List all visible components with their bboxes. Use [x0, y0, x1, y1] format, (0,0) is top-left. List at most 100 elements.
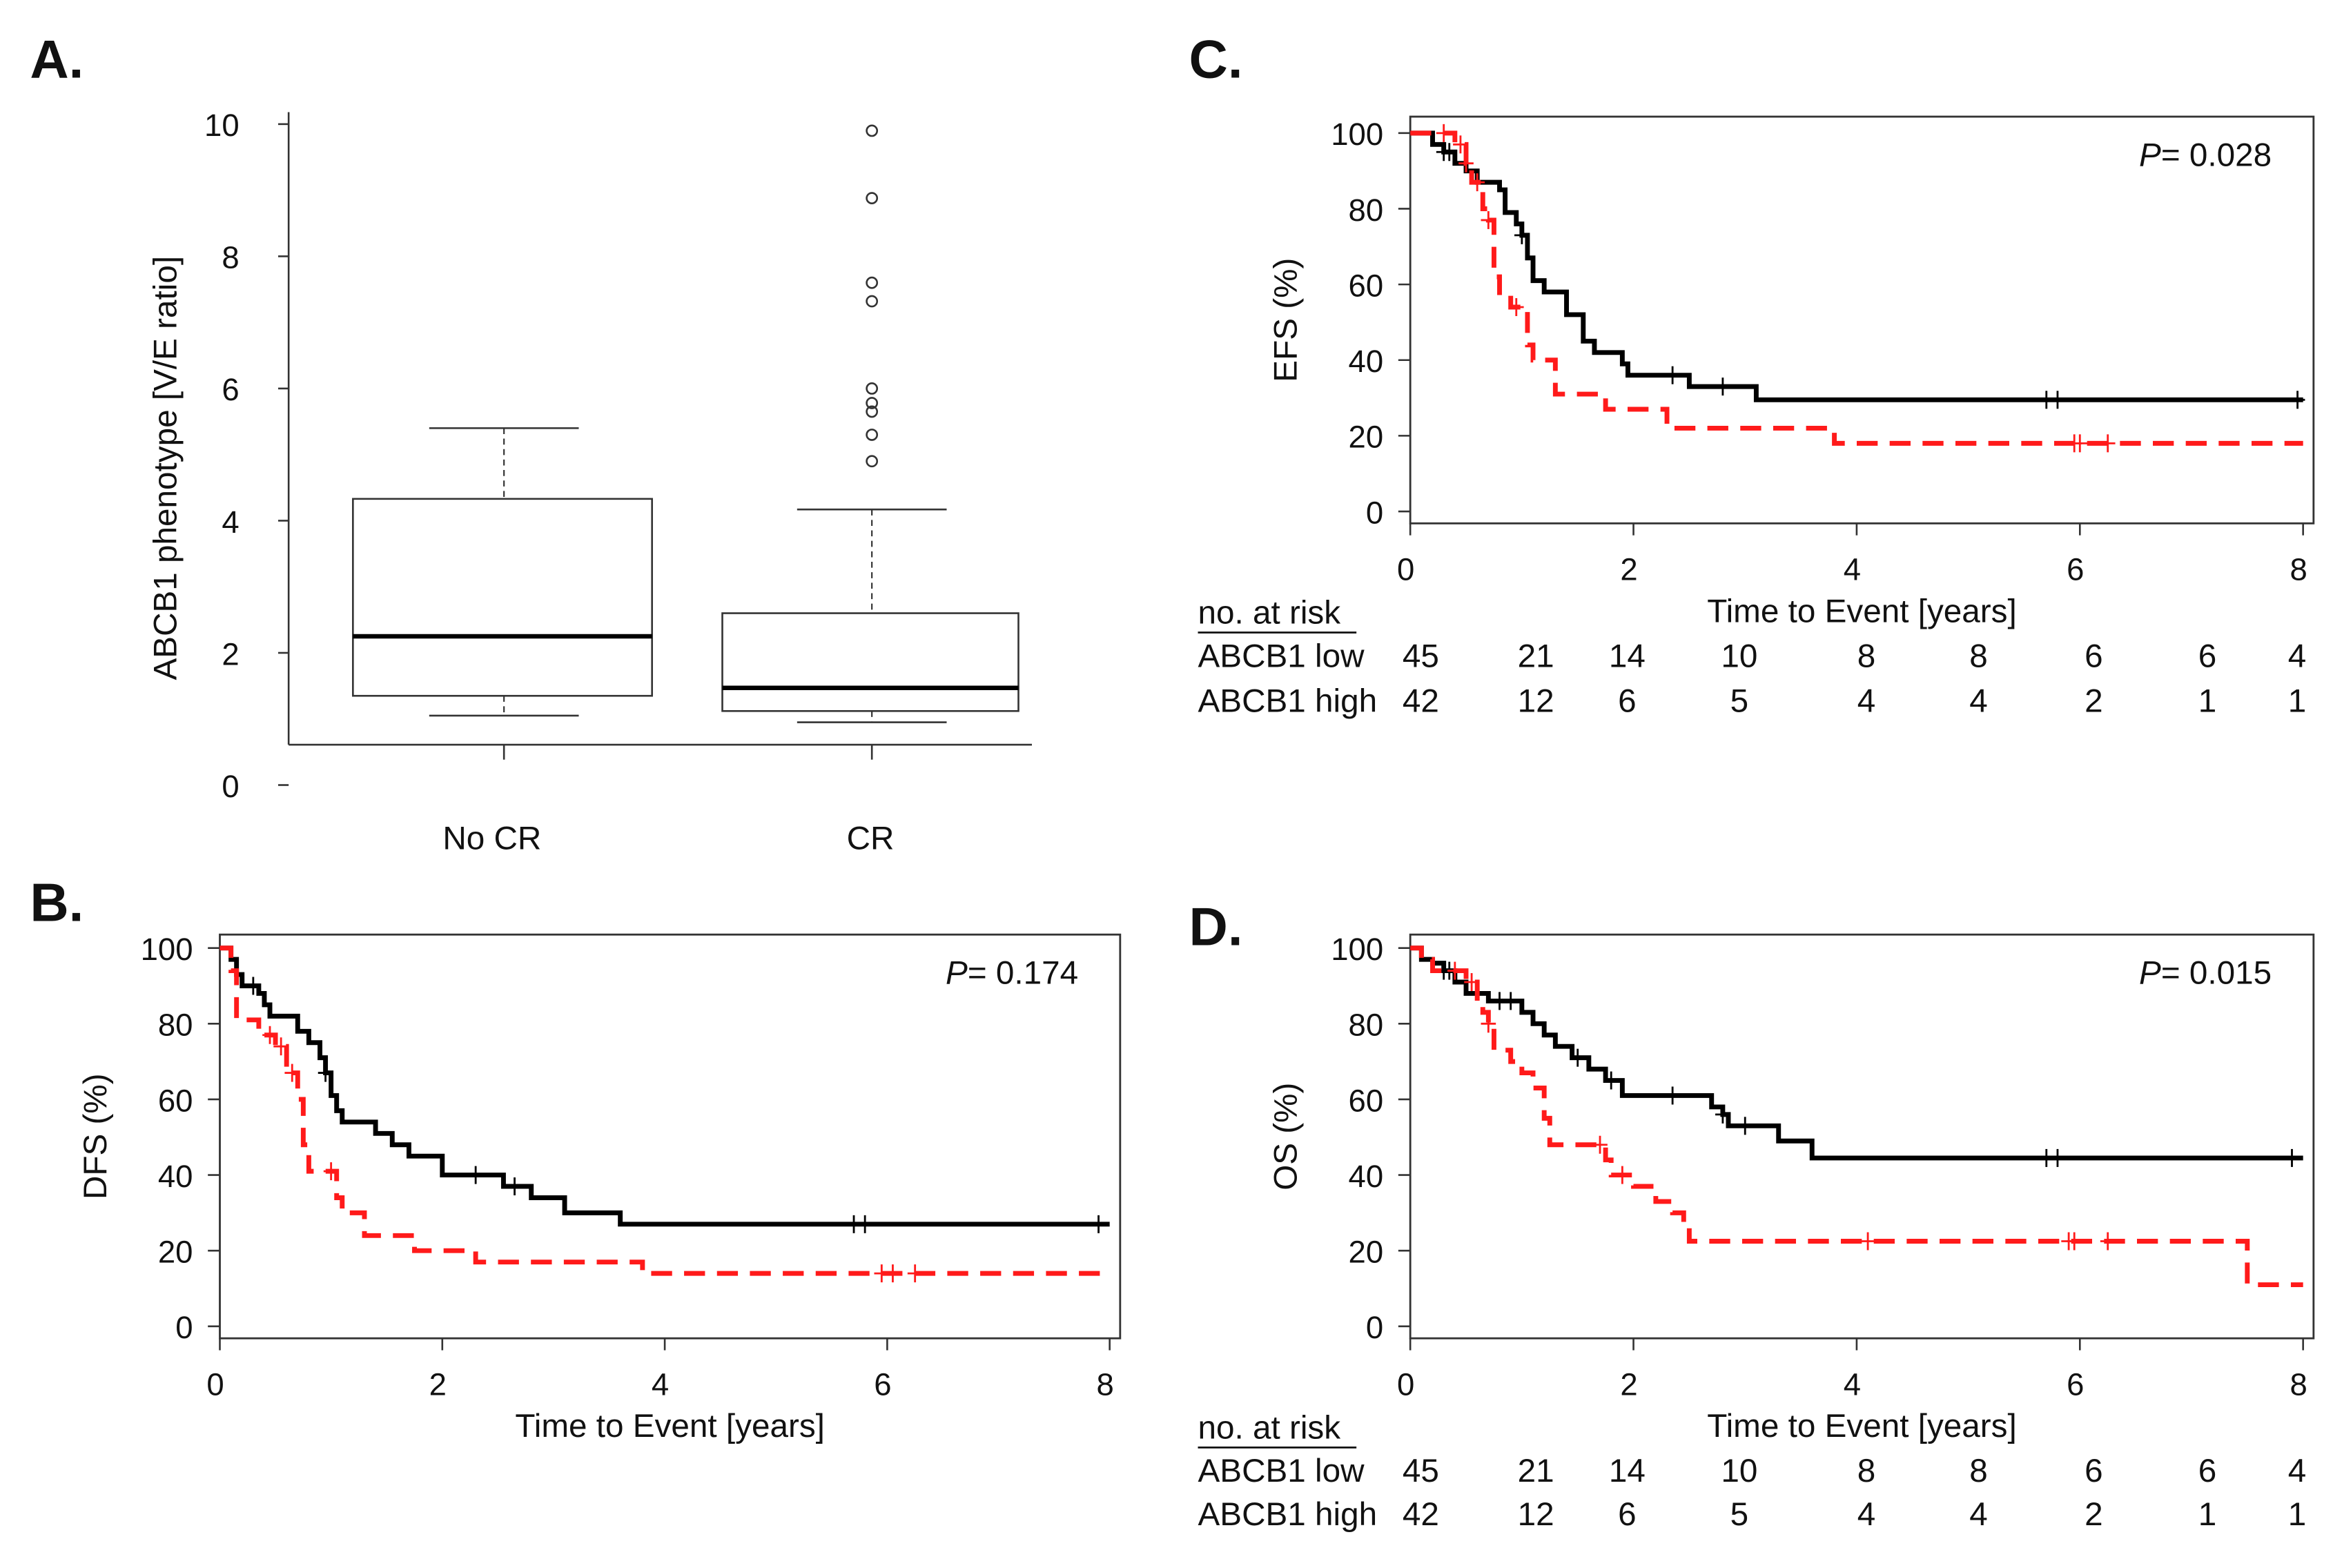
panel-label-a: A.	[30, 29, 84, 90]
plot-frame	[1409, 115, 2315, 525]
y-axis-label: ABCB1 phenotype [V/E ratio]	[148, 256, 184, 680]
y-tick-label: 10	[204, 108, 240, 143]
y-tick-label: 20	[158, 1235, 193, 1270]
risk-count: 4	[1969, 1496, 1988, 1533]
panel-label: B.	[30, 872, 84, 933]
risk-row-label: ABCB1 high	[1198, 1496, 1378, 1533]
risk-count: 4	[1969, 683, 1988, 719]
y-axis-label: OS (%)	[1267, 1083, 1304, 1190]
y-tick-label: 60	[158, 1083, 193, 1118]
x-tick-label: 4	[1844, 552, 1861, 587]
risk-count: 1	[2198, 683, 2217, 719]
risk-count: 14	[1609, 1453, 1646, 1489]
y-tick-label: 20	[1349, 1235, 1384, 1270]
risk-count: 1	[2198, 1496, 2217, 1533]
y-axis-label: EFS (%)	[1267, 258, 1304, 382]
y-axis-label: DFS (%)	[77, 1073, 114, 1199]
x-axis-label: Time to Event [years]	[515, 1408, 824, 1444]
x-tick-label: CR	[847, 821, 895, 857]
risk-count: 12	[1518, 683, 1554, 719]
outlier-point	[866, 397, 879, 409]
risk-count: 10	[1721, 1453, 1757, 1489]
risk-table-title: no. at risk	[1198, 1409, 1341, 1446]
risk-count: 6	[2085, 1453, 2103, 1489]
risk-row-label: ABCB1 low	[1198, 1453, 1365, 1489]
box	[352, 498, 653, 697]
p-value: P= 0.174	[946, 955, 1078, 992]
panel-label: D.	[1189, 896, 1243, 957]
y-tick-label: 8	[222, 240, 239, 275]
outlier-point	[866, 405, 879, 418]
x-axis-label: Time to Event [years]	[1707, 593, 2016, 629]
outlier-point	[866, 295, 879, 308]
risk-count: 5	[1730, 683, 1749, 719]
risk-count: 5	[1730, 1496, 1749, 1533]
risk-count: 2	[2085, 1496, 2103, 1533]
risk-count: 6	[1618, 683, 1637, 719]
risk-count: 8	[1857, 1453, 1876, 1489]
x-tick-label: 6	[874, 1367, 891, 1402]
p-value-number: = 0.028	[2161, 137, 2272, 174]
y-tick-label: 60	[1349, 268, 1384, 303]
p-value-label: P	[2139, 137, 2161, 174]
risk-count: 4	[1857, 683, 1876, 719]
y-tick-label: 80	[1349, 193, 1384, 228]
y-tick-label: 0	[1366, 495, 1383, 530]
risk-count: 6	[1618, 1496, 1637, 1533]
y-tick-label: 40	[1349, 344, 1384, 379]
risk-count: 12	[1518, 1496, 1554, 1533]
x-tick-label: 8	[1097, 1367, 1114, 1402]
x-tick-label: 4	[1844, 1367, 1861, 1402]
x-tick-label: 0	[206, 1367, 224, 1402]
box	[721, 612, 1019, 712]
km-curve-high	[219, 945, 1110, 1276]
outlier-point	[866, 382, 879, 395]
x-tick-label: 8	[2290, 1367, 2307, 1402]
y-tick-label: 80	[1349, 1008, 1384, 1043]
y-tick-label: 80	[158, 1008, 193, 1043]
x-tick-label: 2	[1620, 552, 1637, 587]
x-tick-label: 8	[2290, 552, 2307, 587]
p-value-label: P	[946, 955, 968, 992]
x-tick-label: 0	[1397, 552, 1414, 587]
risk-count: 1	[2288, 1496, 2307, 1533]
x-axis-label: Time to Event [years]	[1707, 1408, 2016, 1444]
risk-row-label: ABCB1 low	[1198, 638, 1365, 674]
outlier-point	[866, 124, 879, 137]
p-value-label: P	[2139, 955, 2161, 992]
risk-table-title: no. at risk	[1198, 595, 1341, 631]
risk-count: 42	[1403, 1496, 1439, 1533]
outlier-point	[866, 455, 879, 468]
y-tick-label: 0	[222, 769, 239, 804]
risk-count: 8	[1857, 638, 1876, 674]
y-tick-label: 100	[141, 932, 193, 967]
panel-label: C.	[1189, 29, 1243, 90]
outlier-point	[866, 276, 879, 289]
y-tick-label: 100	[1331, 932, 1383, 967]
risk-count: 6	[2085, 638, 2103, 674]
x-tick-label: 0	[1397, 1367, 1414, 1402]
plot-frame	[219, 933, 1122, 1340]
x-tick-label: 6	[2067, 552, 2084, 587]
risk-count: 4	[1857, 1496, 1876, 1533]
risk-count: 42	[1403, 683, 1439, 719]
risk-count: 21	[1518, 638, 1554, 674]
x-tick-label: 4	[652, 1367, 669, 1402]
p-value: P= 0.015	[2139, 955, 2272, 992]
risk-count: 10	[1721, 638, 1757, 674]
outlier-point	[866, 192, 879, 204]
y-tick-label: 60	[1349, 1083, 1384, 1118]
plot-frame	[1409, 933, 2315, 1340]
x-tick-label: 2	[1620, 1367, 1637, 1402]
y-tick-label: 4	[222, 504, 239, 540]
y-tick-label: 2	[222, 636, 239, 672]
y-tick-label: 20	[1349, 420, 1384, 455]
risk-count: 2	[2085, 683, 2103, 719]
outlier-point	[866, 429, 879, 441]
y-tick-label: 6	[222, 372, 239, 407]
x-tick-label: 6	[2067, 1367, 2084, 1402]
risk-count: 6	[2198, 1453, 2217, 1489]
risk-count: 8	[1969, 1453, 1988, 1489]
y-tick-label: 40	[1349, 1159, 1384, 1194]
